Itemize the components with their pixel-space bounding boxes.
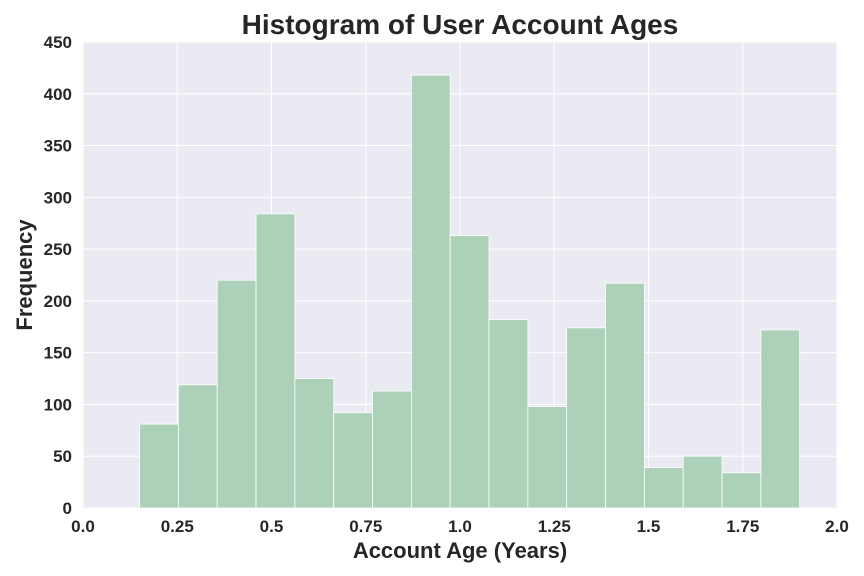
y-tick-label: 200: [44, 292, 72, 311]
histogram-bar: [760, 329, 801, 509]
y-tick-label: 100: [44, 395, 72, 414]
y-tick-label: 400: [44, 85, 72, 104]
histogram-bar: [449, 235, 490, 509]
x-axis-ticks: 0.0 0.25 0.5 0.75 1.0 1.25 1.5 1.75 2.0: [71, 517, 849, 536]
histogram-bar: [216, 279, 257, 509]
histogram-bar: [682, 455, 723, 509]
histogram-bar: [372, 390, 412, 509]
y-axis-ticks: 0 50 100 150 200 250 300 350 400 450: [44, 33, 72, 518]
x-tick-label: 0.0: [71, 517, 95, 536]
bars: [139, 74, 801, 509]
histogram-bar: [605, 282, 645, 509]
x-tick-label: 1.0: [448, 517, 472, 536]
y-tick-label: 300: [44, 188, 72, 207]
x-tick-label: 0.75: [349, 517, 382, 536]
y-tick-label: 150: [44, 344, 72, 363]
y-tick-label: 350: [44, 137, 72, 156]
histogram-bar: [294, 378, 335, 509]
histogram-bar: [488, 319, 529, 509]
histogram-bar: [566, 327, 606, 509]
x-tick-label: 0.5: [260, 517, 284, 536]
x-tick-label: 1.25: [538, 517, 571, 536]
histogram-bar: [527, 406, 568, 509]
y-axis-label: Frequency: [12, 219, 37, 331]
y-tick-label: 0: [63, 499, 72, 518]
histogram-bar: [643, 467, 684, 509]
histogram-bar: [333, 412, 373, 509]
x-tick-label: 1.75: [726, 517, 759, 536]
histogram-bar: [139, 423, 179, 509]
y-tick-label: 450: [44, 33, 72, 52]
y-tick-label: 250: [44, 240, 72, 259]
y-tick-label: 50: [53, 447, 72, 466]
histogram-bar: [721, 472, 762, 509]
chart-title: Histogram of User Account Ages: [242, 9, 679, 40]
x-axis-label: Account Age (Years): [353, 538, 567, 563]
histogram-bar: [255, 213, 296, 509]
histogram-bar: [177, 384, 218, 509]
histogram-bar: [410, 74, 451, 509]
x-tick-label: 2.0: [825, 517, 849, 536]
x-tick-label: 0.25: [161, 517, 194, 536]
x-tick-label: 1.5: [637, 517, 661, 536]
